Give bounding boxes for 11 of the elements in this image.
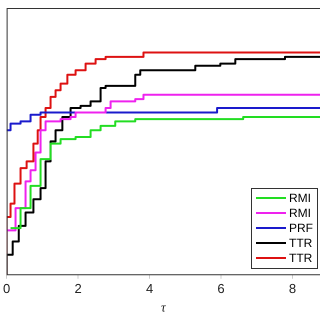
x-tick-label: 0 [3, 281, 10, 296]
x-axis-title: τ [160, 300, 167, 315]
legend-label: TTR [289, 250, 312, 266]
legend-label: TTR [289, 236, 312, 251]
x-tick-label: 2 [74, 281, 82, 296]
legend-label: RMI [289, 206, 311, 221]
legend-label: PRF [289, 220, 313, 236]
legend-label: RMI [289, 190, 311, 206]
x-tick-label: 4 [146, 281, 154, 296]
x-tick-label: 8 [288, 281, 296, 296]
x-tick-label: 6 [217, 281, 225, 296]
